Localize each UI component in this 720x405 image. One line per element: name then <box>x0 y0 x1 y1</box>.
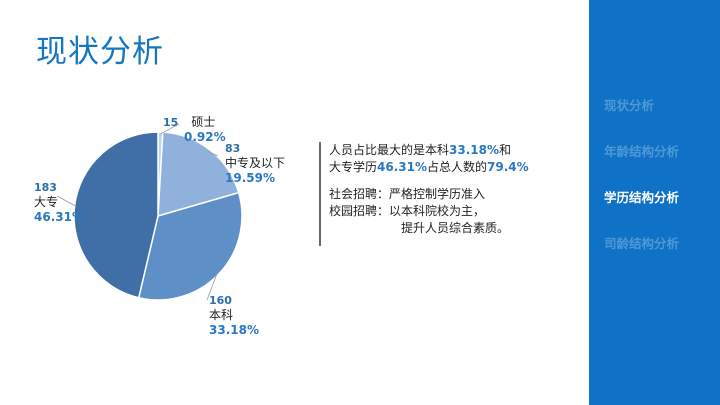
sidebar-item-status-analysis[interactable]: 现状分析 <box>604 98 655 113</box>
social-recruit-line: 社会招聘：严格控制学历准入 <box>329 187 486 201</box>
slice-category: 中专及以下 <box>225 156 286 170</box>
slice-category: 硕士 <box>191 115 216 129</box>
slice-count: 160 <box>209 294 232 307</box>
slice-count: 15 <box>163 116 179 129</box>
slice-percent: 33.18% <box>209 323 259 337</box>
page-title: 现状分析 <box>36 34 164 70</box>
analysis-highlight: 79.4% <box>487 160 529 174</box>
sidebar-item-age-structure[interactable]: 年龄结构分析 <box>604 144 680 159</box>
sidebar-item-education-structure[interactable]: 学历结构分析 <box>604 190 680 205</box>
slice-percent: 46.31% <box>34 210 84 224</box>
analysis-text: 大专学历 <box>329 160 378 174</box>
pie-slice-secondary <box>157 131 240 218</box>
leader-line <box>56 195 77 207</box>
slice-percent: 19.59% <box>225 171 275 185</box>
analysis-line-1: 人员占比最大的是本科33.18%和 <box>329 142 529 159</box>
slice-category: 大专 <box>34 195 59 209</box>
analysis-text: 和 <box>499 143 512 157</box>
campus-recruit-line-cont: 提升人员综合素质。 <box>401 221 510 235</box>
slice-category: 本科 <box>209 308 234 322</box>
analysis-text: 占总人数的 <box>427 160 488 174</box>
pie-chart <box>56 123 243 301</box>
pie-slice-bachelor <box>137 191 243 301</box>
analysis-highlight: 46.31% <box>377 160 427 174</box>
analysis-highlight: 33.18% <box>449 143 499 157</box>
analysis-text: 人员占比最大的是本科 <box>329 143 450 157</box>
sidebar: 现状分析 年龄结构分析 学历结构分析 司龄结构分析 <box>589 0 720 405</box>
sidebar-item-tenure-structure[interactable]: 司龄结构分析 <box>604 236 680 251</box>
leader-line <box>208 151 219 157</box>
slice-label-master: 15 硕士 0.92% <box>163 113 226 145</box>
slice-label-bachelor: 160 本科 33.18% <box>209 293 259 338</box>
slice-percent: 0.92% <box>184 130 226 144</box>
slice-label-college: 183 大专 46.31% <box>34 180 84 225</box>
leader-line <box>160 123 180 135</box>
campus-recruit-line: 校园招聘：以本科院校为主， <box>329 204 486 218</box>
slice-count: 183 <box>34 181 57 194</box>
pie-slice-college <box>73 131 159 299</box>
analysis-text-block: 人员占比最大的是本科33.18%和 大专学历46.31%占总人数的79.4% 社… <box>319 142 529 246</box>
slice-count: 83 <box>225 142 241 155</box>
leader-line <box>206 272 218 301</box>
slice-label-secondary: 83 中专及以下 19.59% <box>225 141 285 186</box>
analysis-line-2: 大专学历46.31%占总人数的79.4% <box>329 159 529 176</box>
